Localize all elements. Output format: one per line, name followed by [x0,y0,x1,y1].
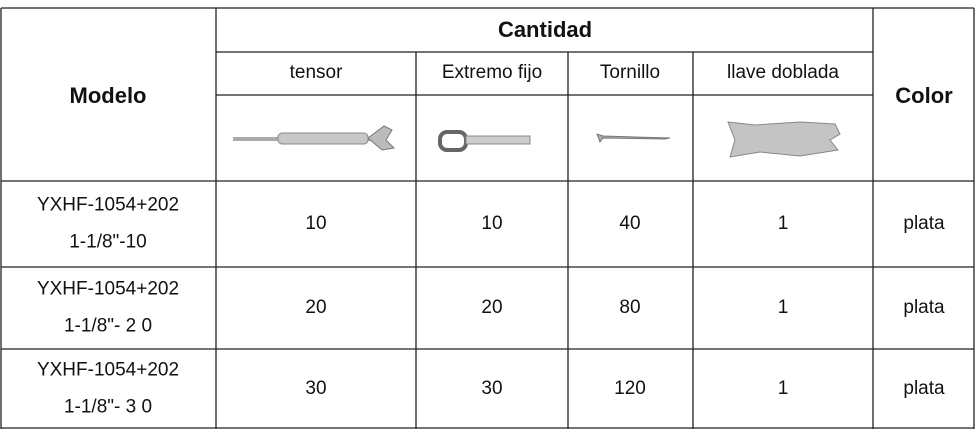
end-fitting-image [438,130,531,152]
quantity-cell: 20 [481,297,502,318]
quantity-cell: 1 [778,297,789,318]
quantity-cell: 120 [614,378,646,399]
wrench-image [727,121,841,158]
quantity-cell: 30 [305,378,326,399]
model-cell: 1-1/8"-10 [69,232,147,253]
color-header: Color [895,83,953,108]
grid [0,7,975,429]
column-header: tensor [290,62,343,83]
color-cell: plata [903,297,945,318]
column-header: Tornillo [600,62,660,83]
quantity-cell: 1 [778,213,789,234]
quantity-cell: 1 [778,378,789,399]
tensor-image [233,125,396,151]
model-cell: 1-1/8"- 2 0 [64,316,152,337]
color-cell: plata [903,213,945,234]
screw-image [596,133,671,144]
model-header: Modelo [70,83,147,108]
quantity-cell: 10 [305,213,326,234]
model-cell: YXHF-1054+202 [37,360,179,381]
quantity-cell: 20 [305,297,326,318]
quantity-cell: 30 [481,378,502,399]
quantity-cell: 10 [481,213,502,234]
model-cell: 1-1/8"- 3 0 [64,397,152,418]
body-rows: YXHF-1054+202 1-1/8"-10 10 10 40 1 plata YXHF-1… [37,195,945,418]
group-header: Cantidad [498,17,592,42]
color-cell: plata [903,378,945,399]
quantity-cell: 40 [619,213,640,234]
column-header: llave doblada [727,62,839,83]
quantity-cell: 80 [619,297,640,318]
model-cell: YXHF-1054+202 [37,195,179,216]
column-header: Extremo fijo [442,62,542,83]
model-cell: YXHF-1054+202 [37,279,179,300]
